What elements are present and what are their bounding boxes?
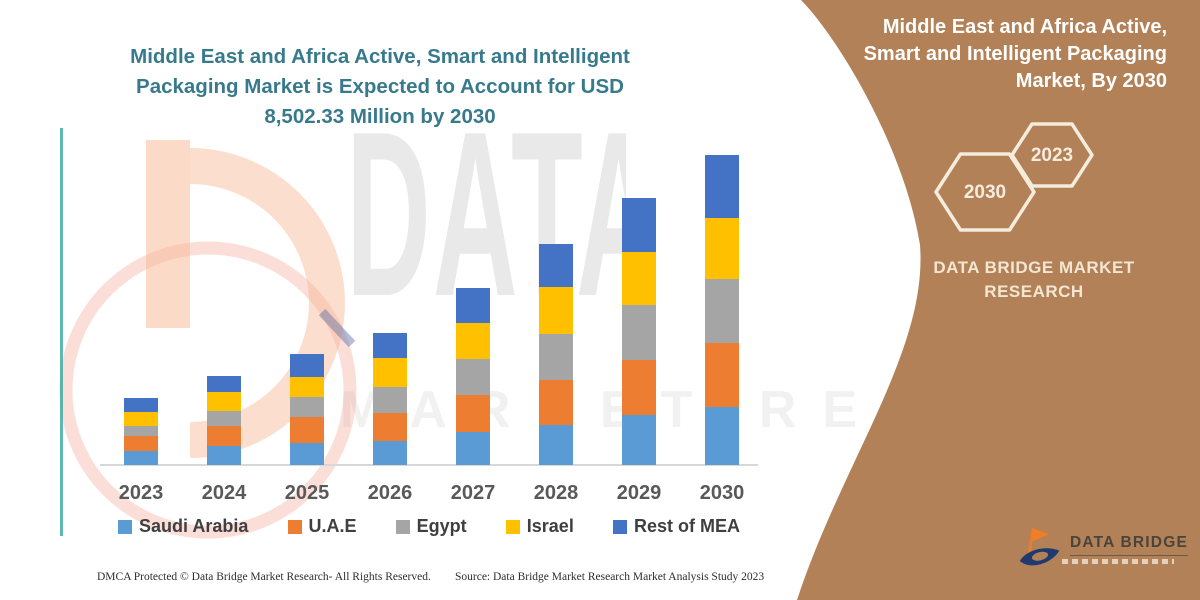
- dbmr-logo-tagline-blurred: [1062, 559, 1175, 564]
- legend-swatch-egypt: [395, 519, 410, 534]
- x-axis-label-2025: 2025: [284, 482, 330, 504]
- x-axis-label-2023: 2023: [118, 482, 164, 504]
- chart-title: Middle East and Africa Active, Smart and…: [130, 45, 630, 129]
- bar-segment-2024-egypt: [207, 411, 241, 426]
- bar-segment-2025-israel: [290, 377, 324, 397]
- bar-segment-2030-israel: [705, 218, 739, 279]
- bar-segment-2026-saudi-arabia: [373, 441, 407, 465]
- bar-segment-2029-israel: [622, 252, 656, 305]
- bar-2028: [539, 244, 573, 465]
- bar-segment-2030-saudi-arabia: [705, 407, 739, 465]
- bar-2026: [373, 333, 407, 465]
- legend-item-u-a-e: U.A.E: [287, 516, 357, 537]
- bar-segment-2030-rest-of-mea: [705, 155, 739, 218]
- legend-item-rest-of-mea: Rest of MEA: [612, 516, 740, 537]
- bar-segment-2023-saudi-arabia: [124, 451, 158, 465]
- bar-segment-2026-rest-of-mea: [373, 333, 407, 358]
- bar-2024: [207, 376, 241, 465]
- bar-segment-2026-israel: [373, 358, 407, 387]
- logo-swoosh-hole: [1031, 551, 1049, 561]
- hexagon-2023-label: 2023: [1030, 145, 1074, 166]
- bar-segment-2023-egypt: [124, 426, 158, 436]
- bar-segment-2028-israel: [539, 287, 573, 334]
- footer-dmca-text: DMCA Protected © Data Bridge Market Rese…: [97, 571, 431, 583]
- bar-segment-2027-rest-of-mea: [456, 288, 490, 323]
- legend-swatch-u-a-e: [287, 519, 302, 534]
- x-axis-label-2028: 2028: [533, 482, 579, 504]
- bar-segment-2023-rest-of-mea: [124, 398, 158, 412]
- bar-segment-2026-egypt: [373, 387, 407, 413]
- legend-item-israel: Israel: [505, 516, 574, 537]
- bar-segment-2028-u-a-e: [539, 380, 573, 425]
- legend-label-u-a-e: U.A.E: [308, 516, 357, 536]
- legend-swatch-rest-of-mea: [612, 519, 627, 534]
- legend-swatch-saudi-arabia: [118, 519, 132, 534]
- teal-accent-line: [60, 128, 63, 536]
- bar-segment-2025-egypt: [290, 397, 324, 417]
- x-axis-label-2029: 2029: [616, 482, 662, 504]
- bar-segment-2028-saudi-arabia: [539, 425, 573, 465]
- bar-segment-2027-egypt: [456, 359, 490, 395]
- side-panel-title: Middle East and Africa Active, Smart and…: [863, 16, 1167, 92]
- dbmr-logo-text: DATA BRIDGE: [1070, 534, 1188, 556]
- bar-segment-2029-rest-of-mea: [622, 198, 656, 252]
- chart-legend: Saudi Arabia U.A.E Egypt Israel Rest of MEA: [118, 516, 740, 537]
- bar-segment-2027-israel: [456, 323, 490, 359]
- bar-segment-2029-saudi-arabia: [622, 415, 656, 465]
- bar-segment-2029-u-a-e: [622, 360, 656, 415]
- logo-flag-icon: [1031, 527, 1050, 542]
- x-axis-label-2030: 2030: [699, 482, 745, 504]
- bar-2023: [124, 398, 158, 465]
- bar-segment-2023-israel: [124, 412, 158, 426]
- legend-label-egypt: Egypt: [416, 516, 467, 536]
- bar-2027: [456, 288, 490, 465]
- bar-2029: [622, 198, 656, 465]
- bar-segment-2030-egypt: [705, 279, 739, 343]
- hexagon-2023: [1010, 122, 1094, 188]
- bar-segment-2025-saudi-arabia: [290, 443, 324, 465]
- x-axis-label-2024: 2024: [201, 482, 247, 504]
- bar-segment-2028-rest-of-mea: [539, 244, 573, 287]
- x-axis-label-2026: 2026: [367, 482, 413, 504]
- bar-segment-2027-saudi-arabia: [456, 432, 490, 465]
- bar-segment-2029-egypt: [622, 305, 656, 360]
- bar-segment-2025-rest-of-mea: [290, 354, 324, 377]
- bar-2030: [705, 155, 739, 465]
- bar-segment-2024-saudi-arabia: [207, 446, 241, 465]
- legend-item-saudi-arabia: Saudi Arabia: [118, 516, 248, 537]
- hexagon-2030-label: 2030: [963, 182, 1007, 203]
- legend-label-saudi-arabia: Saudi Arabia: [139, 516, 249, 536]
- dbmr-logo-icon: [1019, 527, 1060, 566]
- legend-label-israel: Israel: [526, 516, 574, 536]
- footer-source-text: Source: Data Bridge Market Research Mark…: [455, 571, 765, 583]
- bar-segment-2024-rest-of-mea: [207, 376, 241, 392]
- legend-swatch-israel: [505, 519, 520, 534]
- bar-segment-2024-u-a-e: [207, 426, 241, 446]
- legend-label-rest-of-mea: Rest of MEA: [633, 516, 740, 536]
- side-panel-brand-text: DATA BRIDGE MARKET RESEARCH: [933, 258, 1135, 301]
- bar-segment-2027-u-a-e: [456, 395, 490, 432]
- bar-segment-2025-u-a-e: [290, 417, 324, 443]
- bar-segment-2023-u-a-e: [124, 436, 158, 451]
- side-panel-shape: [797, 0, 1200, 600]
- bar-segment-2026-u-a-e: [373, 413, 407, 441]
- bar-segment-2024-israel: [207, 392, 241, 411]
- dbmr-logo: DATA BRIDGE: [1018, 522, 1188, 582]
- hexagons-graphic: [934, 122, 1094, 232]
- bar-segment-2030-u-a-e: [705, 343, 739, 407]
- bar-2025: [290, 354, 324, 465]
- bar-segment-2028-egypt: [539, 334, 573, 380]
- x-axis-label-2027: 2027: [450, 482, 496, 504]
- x-axis-line: [100, 464, 758, 466]
- hexagon-2030: [934, 152, 1036, 232]
- logo-flag-pole-icon: [1028, 527, 1032, 554]
- legend-item-egypt: Egypt: [395, 516, 467, 537]
